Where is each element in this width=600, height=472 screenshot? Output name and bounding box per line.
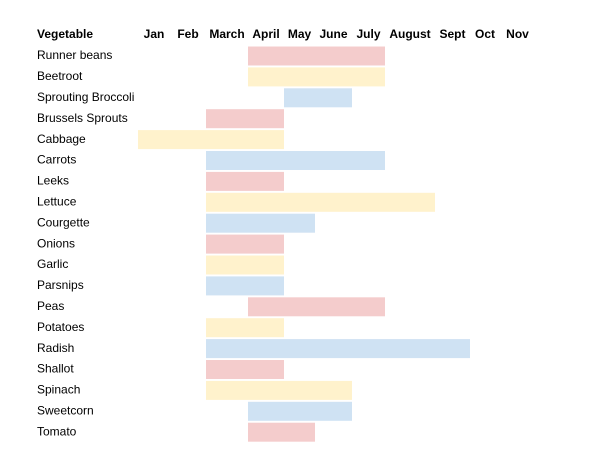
vegetable-name: Runner beans (37, 48, 112, 62)
month-span (206, 151, 385, 170)
vegetable-name: Garlic (37, 257, 68, 271)
vegetable-name: Sprouting Broccoli (37, 90, 134, 104)
month-span (206, 360, 284, 379)
month-header: April (252, 27, 279, 41)
vegetable-name: Sweetcorn (37, 403, 94, 417)
month-span (206, 255, 284, 275)
month-header: Sept (439, 27, 465, 41)
vegetable-name: Peas (37, 299, 64, 313)
vegetable-name: Parsnips (37, 278, 84, 292)
month-header: July (356, 27, 380, 41)
vegetable-name: Shallot (37, 362, 74, 376)
vegetable-name: Tomato (37, 424, 77, 438)
vegetable-name: Potatoes (37, 320, 84, 334)
vegetable-name: Spinach (37, 383, 80, 397)
month-span (206, 192, 435, 212)
month-span (206, 213, 315, 233)
month-header: Nov (506, 27, 529, 41)
month-header: May (288, 27, 312, 41)
month-header: June (319, 27, 347, 41)
month-span (248, 401, 352, 421)
vegetable-name: Carrots (37, 153, 76, 167)
vegetable-name: Brussels Sprouts (37, 111, 128, 125)
month-header: Jan (144, 27, 165, 41)
month-span (248, 297, 385, 317)
month-span (206, 339, 470, 359)
month-header: Feb (177, 27, 198, 41)
vegetable-name: Onions (37, 236, 75, 250)
bars (138, 46, 470, 442)
month-header: August (389, 27, 430, 41)
month-span (206, 234, 284, 254)
month-header: Oct (475, 27, 495, 41)
month-span (206, 318, 284, 338)
month-span (248, 422, 315, 442)
vegetable-name: Lettuce (37, 194, 77, 208)
month-span (206, 109, 284, 129)
month-header: March (209, 27, 244, 41)
vegetable-name: Beetroot (37, 69, 83, 83)
month-span (206, 276, 284, 296)
month-span (284, 88, 352, 108)
month-span (206, 380, 352, 400)
month-span (248, 67, 385, 87)
header-vegetable: Vegetable (37, 27, 93, 41)
month-span (138, 130, 284, 150)
month-span (206, 171, 284, 191)
vegetable-name: Leeks (37, 174, 69, 188)
vegetable-name: Cabbage (37, 132, 86, 146)
vegetable-name: Radish (37, 341, 74, 355)
month-span (248, 46, 385, 66)
vegetable-name: Courgette (37, 215, 90, 229)
